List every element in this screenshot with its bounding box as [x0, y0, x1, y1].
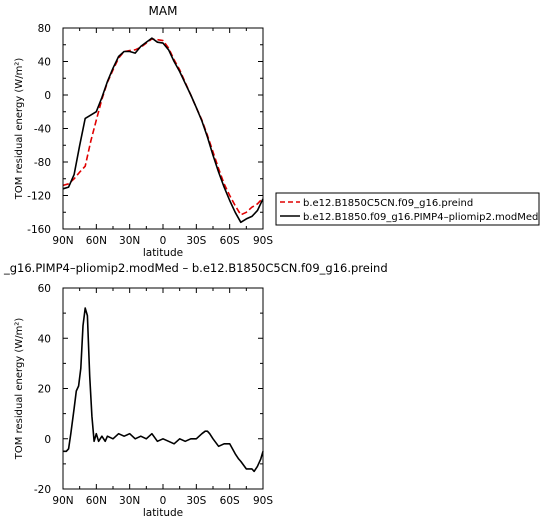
chart-1: MAM -160 -120 -80 -40 0 40 80 90N 60N 30N 0 30S 60S 90…: [14, 4, 540, 259]
x-tick-label: 0: [160, 495, 167, 507]
y-axis-label: TOM residual energy (W/m²): [14, 58, 25, 201]
x-axis-label: latitude: [143, 247, 183, 259]
legend-box: [275, 192, 540, 226]
x-tick-label: 60N: [86, 495, 107, 507]
y-tick-label: 20: [38, 384, 51, 396]
x-tick-label: 90S: [253, 495, 273, 507]
x-tick-label: 60S: [220, 235, 240, 247]
plot-frame: [62, 287, 264, 490]
plot-frame: [62, 27, 264, 230]
series-line-1: [62, 38, 264, 216]
x-tick-label: 0: [160, 235, 167, 247]
x-tick-label: 30S: [186, 495, 206, 507]
legend: b.e12.B1850C5CN.f09_g16.preind b.e12.B185…: [275, 192, 540, 226]
legend-label: b.e12.B1850.f09_g16.PIMP4–pliomip2.modMe…: [303, 212, 538, 223]
y-tick-label: 40: [38, 57, 51, 69]
y-axis-label: TOM residual energy (W/m²): [14, 318, 25, 461]
x-tick-label: 30N: [119, 495, 140, 507]
x-tick-label: 60N: [86, 235, 107, 247]
series-line-1: [63, 307, 264, 473]
x-tick-label: 30S: [186, 235, 206, 247]
y-tick-label: 80: [38, 23, 51, 35]
y-tick-label: -120: [27, 191, 51, 203]
x-tick-label: 90N: [52, 235, 73, 247]
x-tick-label: 90S: [253, 235, 273, 247]
y-tick-label: -20: [34, 484, 51, 496]
x-axis-label: latitude: [143, 507, 183, 519]
y-tick-label: 60: [38, 283, 51, 295]
chart-2: _g16.PIMP4–pliomip2.modMed – b.e12.B1850…: [3, 261, 388, 519]
x-tick-label: 60S: [220, 495, 240, 507]
y-tick-label: 0: [44, 90, 51, 102]
legend-label: b.e12.B1850C5CN.f09_g16.preind: [303, 198, 473, 209]
series-line-2: [62, 37, 264, 224]
x-tick-label: 30N: [119, 235, 140, 247]
chart-title: MAM: [149, 4, 178, 18]
x-tick-label: 90N: [52, 495, 73, 507]
chart-title: _g16.PIMP4–pliomip2.modMed – b.e12.B1850…: [3, 261, 388, 275]
y-tick-label: -40: [34, 124, 51, 136]
y-tick-label: 0: [44, 434, 51, 446]
y-tick-label: -80: [34, 157, 51, 169]
y-tick-label: -160: [27, 224, 51, 236]
y-tick-label: 40: [38, 333, 51, 345]
